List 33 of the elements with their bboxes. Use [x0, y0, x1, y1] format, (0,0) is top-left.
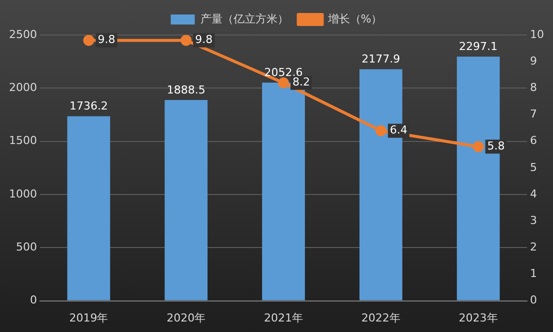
y-tick-label: 1500: [8, 134, 37, 148]
y2-tick-label: 4: [530, 187, 538, 200]
data-label: 5.8: [487, 139, 505, 152]
data-label: 1736.2: [69, 100, 108, 113]
x-tick-label: 2022年: [361, 311, 400, 324]
y2-tick-label: 0: [530, 294, 538, 307]
y2-tick-label: 9: [530, 54, 538, 68]
legend-label: 产量（亿立方米）: [200, 12, 288, 26]
y2-tick-label: 5: [530, 160, 538, 174]
x-tick-label: 2019年: [69, 311, 108, 324]
data-label: 9.8: [98, 33, 116, 46]
y2-tick-label: 8: [530, 81, 538, 94]
data-label: 2177.9: [362, 52, 400, 66]
data-label: 9.8: [195, 33, 213, 46]
y-tick-label: 500: [16, 240, 37, 254]
data-label: 1888.5: [166, 83, 206, 96]
x-tick-label: 2021年: [264, 311, 303, 324]
y2-tick-label: 10: [530, 28, 544, 41]
data-label: 6.4: [390, 124, 408, 137]
data-label: 8.2: [292, 76, 310, 89]
y2-tick-label: 2: [530, 240, 538, 254]
legend-label: 增长（%）: [326, 12, 382, 26]
y-tick-label: 1000: [8, 187, 37, 200]
y-tick-label: 0: [30, 294, 37, 307]
y-tick-label: 2500: [8, 28, 37, 41]
x-tick-label: 2020年: [166, 311, 206, 324]
x-tick-label: 2023年: [458, 311, 498, 324]
y2-tick-label: 3: [530, 214, 538, 227]
data-label: 2297.1: [459, 40, 498, 53]
y2-tick-label: 7: [530, 108, 538, 121]
y2-tick-label: 1: [530, 267, 538, 280]
y2-tick-label: 6: [530, 134, 538, 148]
y-tick-label: 2000: [8, 81, 37, 94]
